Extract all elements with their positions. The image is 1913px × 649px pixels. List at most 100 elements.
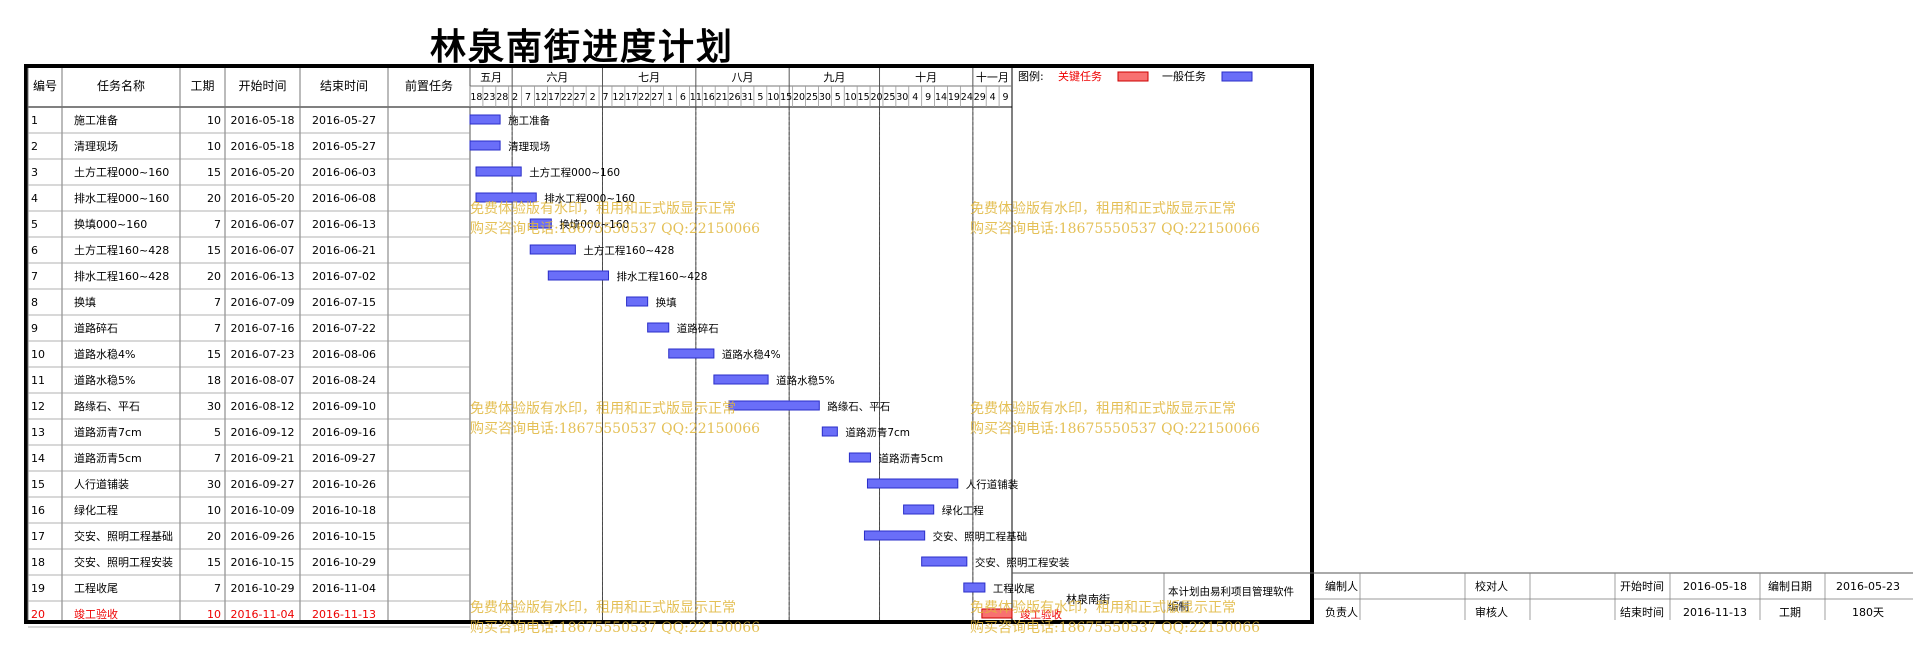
gantt-bar <box>529 218 552 229</box>
gantt-bar <box>647 322 670 333</box>
task-id: 8 <box>31 296 38 309</box>
watermark-line-1: 免费体验版有水印，租用和正式版显示正常 <box>970 600 1236 616</box>
footer-date-label: 编制日期 <box>1768 579 1812 593</box>
task-start: 2016-06-07 <box>231 218 295 231</box>
day-tick-label: 15 <box>858 92 870 103</box>
day-tick-label: 23 <box>483 92 495 103</box>
gantt-bar <box>963 582 986 593</box>
task-id: 12 <box>31 400 45 413</box>
task-duration: 20 <box>207 530 221 543</box>
task-start: 2016-07-09 <box>231 296 295 309</box>
gantt-bar <box>475 192 537 203</box>
day-tick-label: 7 <box>525 92 531 103</box>
gantt-bar-label: 排水工程160~428 <box>617 270 708 283</box>
day-tick-label: 12 <box>612 92 624 103</box>
task-end: 2016-06-03 <box>312 166 376 179</box>
legend-critical-swatch <box>1117 71 1149 82</box>
footer-period-value: 180天 <box>1852 606 1884 619</box>
column-header: 结束时间 <box>320 79 368 93</box>
column-header: 前置任务 <box>405 78 453 93</box>
day-tick-label: 22 <box>561 92 573 103</box>
task-duration: 30 <box>207 478 221 491</box>
task-name: 道路水稳5% <box>74 373 135 387</box>
task-id: 20 <box>31 608 45 621</box>
task-duration: 18 <box>207 374 221 387</box>
task-name: 交安、照明工程基础 <box>74 529 173 543</box>
task-start: 2016-08-12 <box>231 400 295 413</box>
task-name: 土方工程000~160 <box>74 165 169 179</box>
task-id: 11 <box>31 374 45 387</box>
gantt-bar-label: 道路碎石 <box>677 322 719 335</box>
gantt-bar-label: 换填 <box>656 296 677 309</box>
task-name: 清理现场 <box>74 139 118 153</box>
day-tick-label: 2 <box>512 92 518 103</box>
gantt-bar <box>728 400 820 411</box>
task-duration: 7 <box>214 322 221 335</box>
task-end: 2016-11-04 <box>312 582 376 595</box>
gantt-bar-label: 道路水稳5% <box>776 374 835 387</box>
gantt-bar <box>848 452 871 463</box>
gantt-bar-label: 竣工验收 <box>1020 608 1062 621</box>
day-tick-label: 30 <box>896 92 908 103</box>
day-tick-label: 5 <box>835 92 841 103</box>
day-tick-label: 18 <box>470 92 482 103</box>
task-end: 2016-07-02 <box>312 270 376 283</box>
day-tick-label: 29 <box>974 92 986 103</box>
day-tick-label: 16 <box>703 92 715 103</box>
footer-software: 本计划由易利项目管理软件 <box>1168 585 1294 598</box>
footer-project: 林泉南街 <box>1066 592 1110 606</box>
task-id: 10 <box>31 348 45 361</box>
task-id: 1 <box>31 114 38 127</box>
task-start: 2016-09-26 <box>231 530 295 543</box>
footer-date-value: 2016-05-23 <box>1836 580 1900 593</box>
legend-title: 图例: <box>1018 69 1044 83</box>
column-header: 任务名称 <box>97 78 145 93</box>
task-start: 2016-05-20 <box>231 166 295 179</box>
watermark-line-2: 购买咨询电话:18675550537 QQ:22150066 <box>970 221 1260 237</box>
gantt-bar <box>668 348 715 359</box>
footer-period-label: 工期 <box>1779 606 1801 619</box>
gantt-bar-label: 施工准备 <box>508 114 550 127</box>
task-name: 换填 <box>74 295 96 309</box>
task-duration: 15 <box>207 166 221 179</box>
task-start: 2016-09-27 <box>231 478 295 491</box>
task-name: 排水工程160~428 <box>74 269 169 283</box>
task-end: 2016-11-13 <box>312 608 376 621</box>
task-duration: 7 <box>214 296 221 309</box>
task-name: 人行道铺装 <box>74 477 129 491</box>
footer-start-value: 2016-05-18 <box>1683 580 1747 593</box>
footer-end-value: 2016-11-13 <box>1683 606 1747 619</box>
footer-editor: 编制人 <box>1325 579 1358 593</box>
day-tick-label: 19 <box>948 92 960 103</box>
gantt-bar-label: 清理现场 <box>508 140 550 153</box>
task-start: 2016-05-18 <box>231 140 295 153</box>
task-id: 9 <box>31 322 38 335</box>
watermark-line-1: 免费体验版有水印，租用和正式版显示正常 <box>470 600 736 616</box>
task-name: 土方工程160~428 <box>74 243 169 257</box>
month-label: 十一月 <box>976 70 1009 84</box>
day-tick-label: 20 <box>870 92 882 103</box>
task-end: 2016-07-22 <box>312 322 376 335</box>
task-start: 2016-06-07 <box>231 244 295 257</box>
task-id: 16 <box>31 504 45 517</box>
day-tick-label: 27 <box>574 92 586 103</box>
gantt-bar <box>626 296 649 307</box>
task-name: 道路沥青5cm <box>74 451 142 465</box>
watermark-line-2: 购买咨询电话:18675550537 QQ:22150066 <box>470 421 760 437</box>
task-name: 交安、照明工程安装 <box>74 555 173 569</box>
day-tick-label: 4 <box>990 92 996 103</box>
day-tick-label: 24 <box>961 92 973 103</box>
gantt-bar <box>821 426 838 437</box>
task-duration: 20 <box>207 192 221 205</box>
task-end: 2016-06-21 <box>312 244 376 257</box>
day-tick-label: 9 <box>925 92 931 103</box>
task-start: 2016-07-16 <box>231 322 295 335</box>
task-name: 路缘石、平石 <box>74 400 140 413</box>
day-tick-label: 10 <box>767 92 779 103</box>
task-start: 2016-08-07 <box>231 374 295 387</box>
task-start: 2016-11-04 <box>231 608 295 621</box>
task-duration: 10 <box>207 114 221 127</box>
task-end: 2016-05-27 <box>312 114 376 127</box>
page-title: 林泉南街进度计划 <box>430 26 735 68</box>
month-label: 八月 <box>732 71 754 84</box>
